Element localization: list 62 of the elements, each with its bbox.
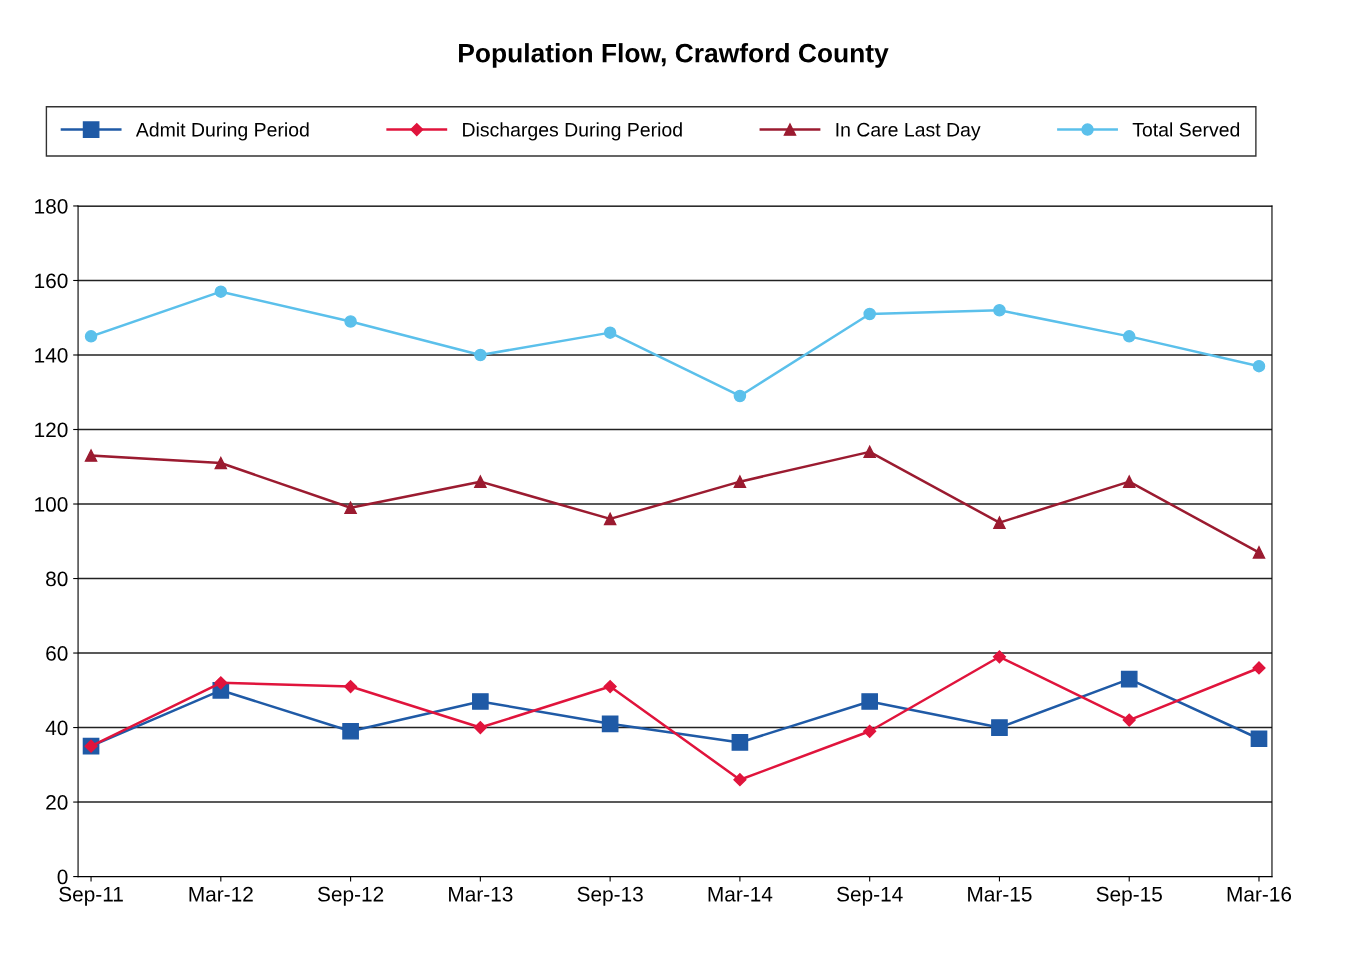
point: [993, 304, 1006, 317]
y-tick-label: 60: [46, 646, 68, 661]
point: [344, 679, 358, 694]
point: [84, 449, 98, 462]
point: [1122, 475, 1136, 488]
point: [991, 719, 1008, 736]
point: [603, 512, 617, 526]
point: [603, 679, 617, 694]
y-tick-label: 180: [35, 198, 68, 214]
x-tick-label: Sep-15: [1096, 886, 1162, 906]
y-tick-label: 120: [35, 422, 68, 438]
x-tick-label: Sep-11: [59, 886, 123, 906]
point: [474, 348, 487, 362]
point: [344, 315, 357, 328]
point: [993, 516, 1006, 529]
legend-label: Discharges During Period: [463, 122, 682, 141]
x-tick-label: Mar-14: [708, 887, 773, 902]
point: [601, 715, 619, 733]
y-tick-label: 140: [35, 347, 68, 363]
point: [863, 724, 877, 738]
point: [1252, 546, 1266, 559]
point: [1122, 713, 1136, 727]
point: [473, 720, 487, 735]
point: [731, 734, 749, 751]
point: [342, 722, 359, 740]
y-tick-label: 80: [46, 571, 68, 587]
point: [214, 676, 228, 690]
point: [1122, 330, 1136, 343]
point: [472, 693, 489, 710]
y-tick-label: 20: [46, 795, 68, 810]
y-tick-label: 40: [45, 720, 68, 736]
y-tick-label: 100: [35, 497, 68, 512]
point: [84, 330, 98, 343]
point: [214, 456, 228, 470]
legend-label: Total Served: [1132, 122, 1240, 137]
point: [603, 326, 617, 339]
x-tick-label: Sep-13: [577, 886, 643, 906]
point: [344, 501, 357, 514]
x-tick-label: Mar-12: [189, 886, 253, 902]
x-tick-label: Sep-14: [837, 886, 903, 906]
point: [992, 650, 1007, 664]
x-tick-label: Mar-16: [1227, 886, 1292, 902]
point: [733, 773, 747, 787]
x-tick-label: Mar-13: [449, 886, 513, 902]
point: [863, 307, 876, 321]
point: [474, 475, 487, 488]
legend-label: In Care Last Day: [836, 122, 981, 141]
point: [214, 285, 228, 298]
legend-label: Admit During Period: [135, 122, 309, 141]
point: [861, 693, 879, 710]
point: [1250, 730, 1268, 748]
x-tick-label: Mar-15: [968, 887, 1032, 902]
y-tick-label: 0: [57, 869, 68, 885]
point: [733, 475, 747, 488]
point: [1120, 670, 1138, 688]
chart-title: Population Flow, Crawford County: [459, 43, 889, 68]
point: [733, 389, 747, 403]
point: [863, 445, 876, 459]
point: [1252, 661, 1266, 675]
point: [1252, 359, 1266, 373]
y-tick-label: 160: [35, 273, 68, 289]
x-tick-label: Sep-12: [317, 886, 384, 906]
